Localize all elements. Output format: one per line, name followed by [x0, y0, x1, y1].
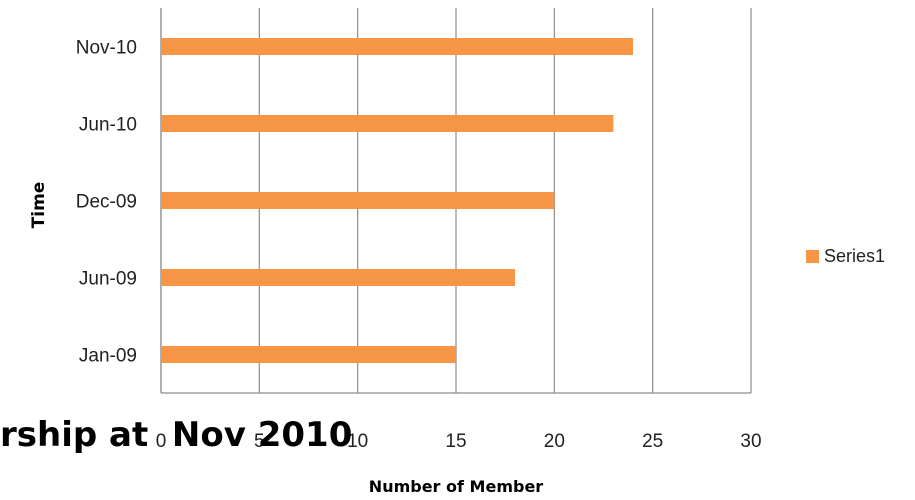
bars	[161, 38, 633, 363]
bar-dec-09	[161, 192, 555, 209]
legend-label: Series1	[824, 246, 886, 266]
bar-nov-10	[161, 38, 633, 55]
x-tick-label: 15	[445, 431, 466, 452]
legend: Series1	[806, 246, 885, 267]
x-tick-label: 10	[347, 431, 368, 452]
y-tick-label: Nov-10	[76, 38, 137, 59]
y-tick-label: Jun-09	[79, 269, 137, 290]
x-tick-label: 25	[642, 431, 663, 452]
y-tick-label: Dec-09	[76, 192, 137, 213]
legend-swatch	[806, 250, 819, 263]
bar-jan-09	[161, 346, 456, 363]
y-tick-labels: Jan-09 Jun-09 Dec-09 Jun-10 Nov-10	[76, 38, 137, 367]
x-axis-title: Number of Member	[369, 477, 543, 496]
y-axis-title: Time	[29, 182, 49, 229]
bar-jun-09	[161, 269, 515, 286]
y-tick-label: Jan-09	[79, 346, 137, 367]
x-tick-labels: 0 5 10 15 20 25 30	[156, 431, 762, 452]
x-tick-label: 0	[156, 431, 167, 452]
bar-jun-10	[161, 115, 614, 132]
x-tick-label: 30	[740, 431, 761, 452]
x-tick-label: 5	[254, 431, 265, 452]
chart-title-partial: rship at Nov 2010	[0, 415, 353, 455]
y-tick-label: Jun-10	[79, 115, 137, 136]
x-tick-label: 20	[544, 431, 565, 452]
